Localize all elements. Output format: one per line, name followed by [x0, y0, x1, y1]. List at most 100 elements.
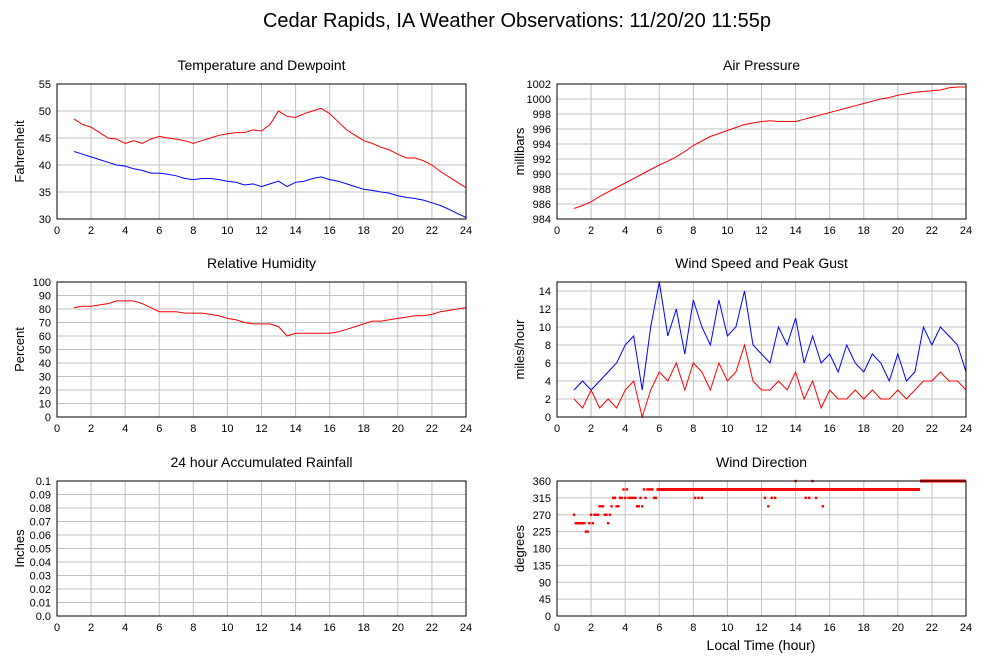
x-tick-label: 22 — [426, 622, 438, 634]
y-tick-label: 60 — [39, 331, 51, 343]
y-tick-label: 8 — [545, 340, 551, 352]
wind-direction-point — [773, 496, 777, 500]
x-tick-label: 10 — [221, 622, 233, 634]
x-tick-label: 10 — [721, 622, 733, 634]
wind-direction-point — [700, 496, 704, 500]
y-axis-label: Inches — [12, 529, 27, 568]
x-tick-label: 22 — [926, 225, 938, 237]
x-tick-label: 20 — [892, 423, 904, 435]
y-tick-label: 0.09 — [30, 490, 51, 502]
wind-direction-point — [644, 496, 647, 500]
wind-direction-point — [572, 513, 576, 516]
x-tick-label: 14 — [789, 225, 801, 237]
x-tick-label: 18 — [358, 423, 370, 435]
y-tick-label: 35 — [39, 187, 51, 199]
x-tick-label: 20 — [392, 423, 404, 435]
wind-direction-point — [625, 488, 629, 491]
y-tick-label: 994 — [533, 139, 551, 151]
wind-direction-point — [641, 505, 644, 508]
y-tick-label: 10 — [539, 322, 551, 334]
plot-frame — [556, 281, 967, 418]
x-tick-label: 14 — [789, 622, 801, 634]
wind-direction-point — [610, 505, 613, 508]
y-tick-label: 180 — [533, 544, 551, 556]
x-tick-label: 2 — [588, 423, 594, 435]
y-tick-label: 0.03 — [30, 571, 51, 583]
y-tick-label: 45 — [539, 594, 551, 606]
wind-direction-point — [603, 513, 606, 516]
wind-direction-point — [804, 496, 808, 500]
y-tick-label: 992 — [533, 154, 551, 166]
wind-direction-point — [598, 505, 601, 508]
x-axis-label: Local Time (hour) — [707, 637, 816, 653]
x-tick-label: 6 — [656, 622, 662, 634]
chart-panel-5: 0 2 4 6 8 10 12 14 16 18 20 22 240459013518022527031… — [512, 454, 972, 634]
wind-direction-point — [630, 496, 634, 500]
x-tick-label: 16 — [824, 622, 836, 634]
x-tick-label: 2 — [88, 225, 94, 237]
series-line-0 — [73, 107, 467, 189]
x-tick-label: 10 — [221, 225, 233, 237]
wind-direction-point — [581, 521, 584, 525]
y-tick-label: 0.0 — [36, 611, 51, 623]
x-tick-label: 8 — [690, 225, 696, 237]
wind-direction-point — [596, 513, 600, 516]
y-tick-label: 30 — [39, 372, 51, 384]
y-tick-label: 40 — [39, 358, 51, 370]
y-tick-label: 4 — [545, 376, 551, 388]
x-tick-label: 18 — [358, 622, 370, 634]
x-tick-label: 6 — [156, 423, 162, 435]
y-tick-label: 360 — [533, 476, 551, 488]
wind-direction-point — [808, 496, 811, 500]
y-axis-label: Percent — [12, 327, 27, 372]
wind-direction-point — [605, 513, 608, 516]
y-tick-label: 0 — [545, 611, 551, 623]
chart-panel-4: 0 2 4 6 8 10 12 14 16 18 20 22 240.00.010.020.030.04… — [12, 454, 472, 634]
panel-title: 24 hour Accumulated Rainfall — [170, 454, 352, 470]
x-tick-label: 24 — [460, 423, 472, 435]
y-tick-label: 0 — [45, 412, 51, 424]
wind-direction-point — [646, 488, 649, 491]
x-tick-label: 20 — [392, 622, 404, 634]
wind-direction-point — [600, 505, 603, 508]
x-tick-label: 12 — [755, 423, 767, 435]
y-tick-label: 100 — [33, 277, 51, 289]
y-tick-label: 2 — [545, 394, 551, 406]
x-tick-label: 0 — [54, 225, 60, 237]
y-tick-label: 0.1 — [36, 476, 51, 488]
y-tick-label: 0.05 — [30, 544, 51, 556]
wind-direction-point — [594, 513, 598, 516]
y-tick-label: 30 — [39, 214, 51, 226]
y-tick-label: 1002 — [527, 79, 551, 91]
y-tick-label: 14 — [539, 286, 551, 298]
series-line-0 — [73, 300, 467, 337]
y-tick-label: 80 — [39, 304, 51, 316]
y-tick-label: 90 — [39, 291, 51, 303]
x-tick-label: 14 — [289, 622, 301, 634]
x-tick-label: 8 — [690, 622, 696, 634]
x-tick-label: 4 — [122, 423, 128, 435]
y-tick-label: 225 — [533, 527, 551, 539]
x-tick-label: 4 — [622, 423, 628, 435]
x-tick-label: 4 — [622, 225, 628, 237]
wind-direction-point — [583, 521, 586, 525]
x-tick-label: 10 — [221, 423, 233, 435]
x-tick-label: 2 — [88, 423, 94, 435]
y-tick-label: 55 — [39, 79, 51, 91]
figure-title: Cedar Rapids, IA Weather Observations: 1… — [263, 10, 771, 32]
x-tick-label: 6 — [156, 225, 162, 237]
y-tick-label: 6 — [545, 358, 551, 370]
y-tick-label: 998 — [533, 109, 551, 121]
x-tick-label: 8 — [190, 423, 196, 435]
x-tick-label: 18 — [858, 225, 870, 237]
y-tick-label: 984 — [533, 214, 551, 226]
x-tick-label: 24 — [460, 225, 472, 237]
x-tick-label: 8 — [690, 423, 696, 435]
panel-title: Air Pressure — [723, 57, 800, 73]
x-tick-label: 16 — [824, 423, 836, 435]
y-axis-label: miles/hour — [512, 319, 527, 380]
x-tick-label: 16 — [324, 622, 336, 634]
x-tick-label: 24 — [960, 225, 972, 237]
series-line-0 — [573, 86, 966, 209]
x-tick-label: 12 — [255, 622, 267, 634]
